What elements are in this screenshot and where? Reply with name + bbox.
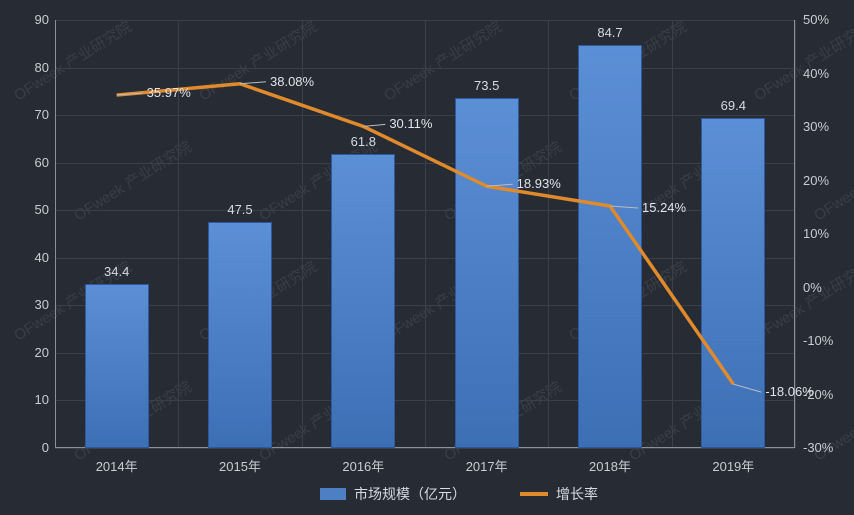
y-left-tick: 50 (9, 202, 49, 217)
legend-label: 增长率 (556, 484, 598, 504)
bar-value-label: 61.8 (323, 134, 403, 149)
bar-value-label: 69.4 (693, 98, 773, 113)
bar-value-label: 84.7 (570, 25, 650, 40)
y-right-tick: -30% (803, 440, 853, 455)
y-right-tick: 0% (803, 280, 853, 295)
y-right-tick: 40% (803, 66, 853, 81)
y-right-tick: 20% (803, 173, 853, 188)
x-tick: 2016年 (323, 456, 403, 475)
line-value-label: 30.11% (389, 116, 432, 131)
legend-item: 市场规模（亿元） (320, 484, 466, 504)
x-tick: 2018年 (570, 456, 650, 475)
x-tick: 2014年 (77, 456, 157, 475)
y-right-tick: -10% (803, 333, 853, 348)
bar-value-label: 73.5 (447, 78, 527, 93)
bar-value-label: 34.4 (77, 264, 157, 279)
h-gridline (55, 448, 795, 449)
y-left-tick: 40 (9, 250, 49, 265)
y-left-tick: 60 (9, 155, 49, 170)
combo-chart: OFweek 产业研究院OFweek 产业研究院OFweek 产业研究院OFwe… (0, 0, 854, 515)
x-tick: 2019年 (693, 456, 773, 475)
line-value-label: 18.93% (517, 176, 561, 191)
legend-label: 市场规模（亿元） (354, 484, 466, 504)
legend-swatch-bar (320, 488, 346, 500)
y-left-tick: 20 (9, 345, 49, 360)
y-left-tick: 80 (9, 60, 49, 75)
x-tick: 2015年 (200, 456, 280, 475)
legend-item: 增长率 (520, 484, 598, 504)
line-value-label: 35.97% (147, 85, 191, 100)
line-value-label: -18.06% (765, 384, 813, 399)
legend-swatch-line (520, 492, 548, 496)
y-left-tick: 90 (9, 12, 49, 27)
line-value-label: 38.08% (270, 74, 314, 89)
y-right-tick: 10% (803, 226, 853, 241)
bar-value-label: 47.5 (200, 202, 280, 217)
x-tick: 2017年 (447, 456, 527, 475)
y-right-tick: 30% (803, 119, 853, 134)
line-value-label: 15.24% (642, 200, 686, 215)
y-left-tick: 10 (9, 392, 49, 407)
y-right-tick: 50% (803, 12, 853, 27)
y-left-tick: 0 (9, 440, 49, 455)
y-left-tick: 30 (9, 297, 49, 312)
y-left-tick: 70 (9, 107, 49, 122)
